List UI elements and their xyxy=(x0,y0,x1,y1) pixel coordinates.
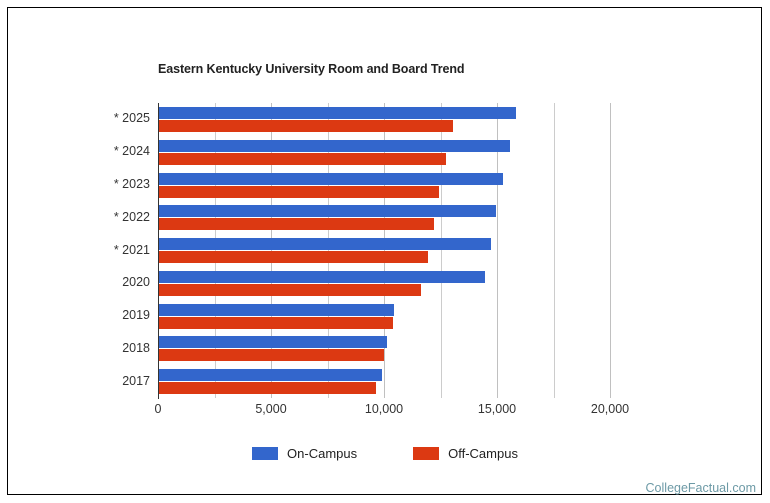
bar-on-campus[interactable] xyxy=(158,238,491,251)
bar-group xyxy=(158,234,610,267)
chart-legend: On-Campus Off-Campus xyxy=(0,446,770,461)
y-axis-line xyxy=(158,103,159,399)
chart-title: Eastern Kentucky University Room and Boa… xyxy=(158,62,465,76)
x-axis-tick-label: 10,000 xyxy=(364,402,404,416)
bar-on-campus[interactable] xyxy=(158,172,503,185)
bar-group xyxy=(158,365,610,398)
plot-area xyxy=(158,103,611,398)
bar-on-campus[interactable] xyxy=(158,369,383,382)
bar-off-campus[interactable] xyxy=(158,251,429,264)
y-axis-labels: * 2025 * 2024 * 2023 * 2022 * 2021 2020 2019 20… xyxy=(78,103,150,398)
bar-off-campus[interactable] xyxy=(158,218,434,231)
gridline xyxy=(610,103,611,398)
bar-on-campus[interactable] xyxy=(158,303,394,316)
bar-on-campus[interactable] xyxy=(158,205,496,218)
y-axis-tick-label: 2020 xyxy=(122,275,150,290)
bar-group xyxy=(158,300,610,333)
legend-label: Off-Campus xyxy=(448,446,518,461)
y-axis-tick-label: 2017 xyxy=(122,373,150,388)
gridline xyxy=(327,103,329,398)
y-axis-tick-label: * 2024 xyxy=(113,144,150,159)
y-axis-tick-label: * 2025 xyxy=(113,111,150,126)
bar-group xyxy=(158,136,610,169)
bar-group xyxy=(158,201,610,234)
legend-swatch-icon xyxy=(413,447,440,460)
bar-off-campus[interactable] xyxy=(158,316,394,329)
bar-on-campus[interactable] xyxy=(158,336,387,349)
bar-on-campus[interactable] xyxy=(158,139,510,152)
bar-group xyxy=(158,103,610,136)
bar-off-campus[interactable] xyxy=(158,382,377,395)
x-axis-tick-label: 0 xyxy=(154,402,162,416)
gridline xyxy=(214,103,216,398)
legend-label: On-Campus xyxy=(287,446,358,461)
bar-off-campus[interactable] xyxy=(158,185,439,198)
y-axis-tick-label: * 2023 xyxy=(113,176,150,191)
bar-group xyxy=(158,267,610,300)
legend-item-on-campus[interactable]: On-Campus xyxy=(252,446,357,461)
bar-off-campus[interactable] xyxy=(158,152,446,165)
watermark-label: CollegeFactual.com xyxy=(645,481,756,495)
bar-on-campus[interactable] xyxy=(158,107,516,119)
gridline xyxy=(440,103,442,398)
x-axis-tick-label: 20,000 xyxy=(590,402,630,416)
gridline xyxy=(384,103,385,398)
y-axis-tick-label: * 2022 xyxy=(113,209,150,224)
x-axis-labels: 0 5,000 10,000 15,000 20,000 xyxy=(154,402,630,422)
bar-off-campus[interactable] xyxy=(158,349,384,362)
bar-group xyxy=(158,169,610,202)
legend-item-off-campus[interactable]: Off-Campus xyxy=(413,446,518,461)
bar-group xyxy=(158,332,610,365)
bar-off-campus[interactable] xyxy=(158,283,422,296)
gridline xyxy=(497,103,498,398)
x-axis-tick-label: 15,000 xyxy=(477,402,517,416)
y-axis-tick-label: 2019 xyxy=(122,308,150,323)
legend-swatch-icon xyxy=(252,447,279,460)
gridline xyxy=(271,103,272,398)
bar-off-campus[interactable] xyxy=(158,120,453,132)
x-axis-tick-label: 5,000 xyxy=(255,402,287,416)
y-axis-tick-label: * 2021 xyxy=(113,242,150,257)
bar-on-campus[interactable] xyxy=(158,270,486,283)
gridline xyxy=(553,103,555,398)
y-axis-tick-label: 2018 xyxy=(122,340,150,355)
